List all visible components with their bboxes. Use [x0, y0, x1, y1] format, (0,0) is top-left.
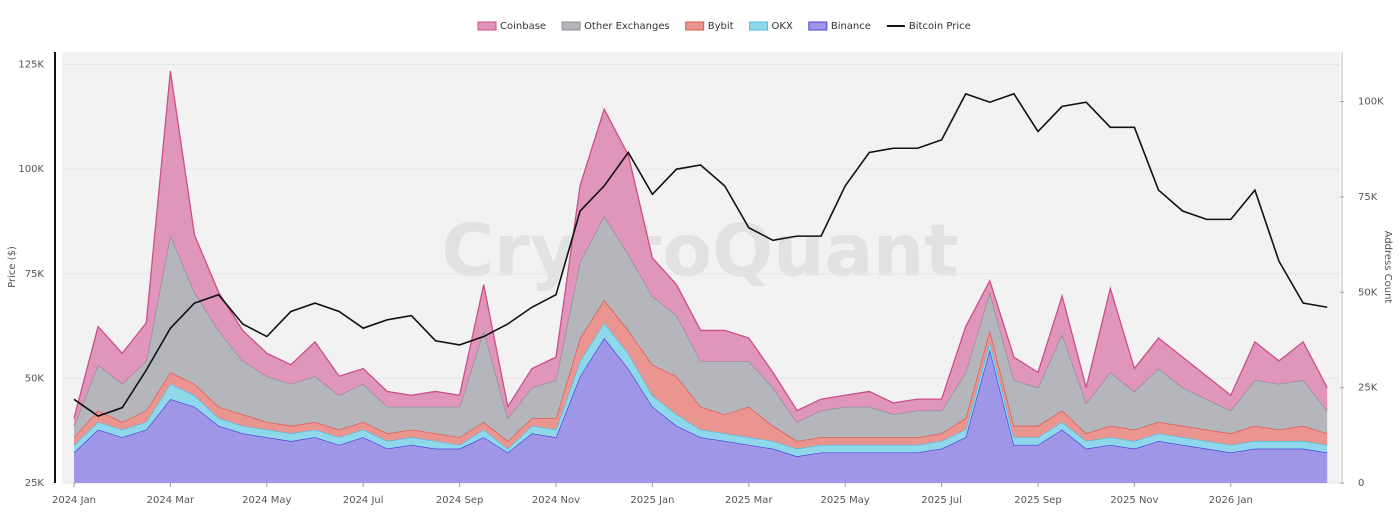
area-layer — [74, 338, 1328, 483]
y2-tick-label: 50K — [1358, 287, 1378, 298]
area-layer — [74, 216, 1328, 442]
area-edge — [73, 70, 1328, 419]
legend-label: Other Exchanges — [584, 21, 670, 32]
y2-tick-label: 75K — [1358, 192, 1378, 203]
x-tick-label: 2025 Jan — [630, 495, 674, 506]
y-tick-label: 100K — [18, 164, 44, 175]
legend-label: Bybit — [708, 21, 734, 32]
legend-swatch — [561, 21, 581, 31]
x-tick-label: 2025 Sep — [1014, 495, 1061, 506]
y-axis-title: Price ($) — [7, 246, 18, 288]
x-tick-label: 2024 Nov — [532, 495, 580, 506]
x-tick-label: 2025 Nov — [1110, 495, 1158, 506]
watermark: CryptoQuant — [441, 209, 958, 293]
legend-swatch — [808, 21, 828, 31]
x-tick-label: 2024 May — [242, 495, 291, 506]
x-tick-label: 2024 Sep — [436, 495, 483, 506]
legend-label: Bitcoin Price — [909, 21, 971, 32]
x-tick-label: 2024 Jan — [52, 495, 96, 506]
area-edge — [73, 298, 1328, 442]
y2-tick-label: 100K — [1358, 97, 1384, 108]
legend: Coinbase Other Exchanges Bybit OKX Binance Bi… — [477, 21, 971, 32]
y-tick-label: 75K — [25, 269, 45, 280]
legend-label: Binance — [831, 21, 871, 32]
x-tick-label: 2025 Mar — [725, 495, 773, 506]
x-tick-label: 2024 Mar — [147, 495, 195, 506]
area-layer — [74, 71, 1328, 426]
legend-label: OKX — [772, 21, 793, 32]
y2-tick-label: 25K — [1358, 383, 1378, 394]
x-tick-label: 2025 Jul — [921, 495, 962, 506]
price-line — [73, 92, 1328, 417]
x-tick-label: 2024 Jul — [343, 495, 384, 506]
legend-label: Coinbase — [500, 21, 546, 32]
y2-axis-title: Address Count — [1382, 231, 1393, 304]
y2-tick-label: 0 — [1358, 478, 1364, 489]
legend-swatch — [749, 21, 769, 31]
legend-swatch — [685, 21, 705, 31]
y-tick-label: 25K — [25, 478, 45, 489]
area-layer — [74, 299, 1328, 449]
area-layer — [74, 322, 1328, 457]
y-tick-label: 50K — [25, 373, 45, 384]
x-tick-label: 2026 Jan — [1209, 495, 1253, 506]
legend-swatch — [477, 21, 497, 31]
x-tick-label: 2025 May — [821, 495, 870, 506]
y-tick-label: 125K — [18, 60, 44, 71]
